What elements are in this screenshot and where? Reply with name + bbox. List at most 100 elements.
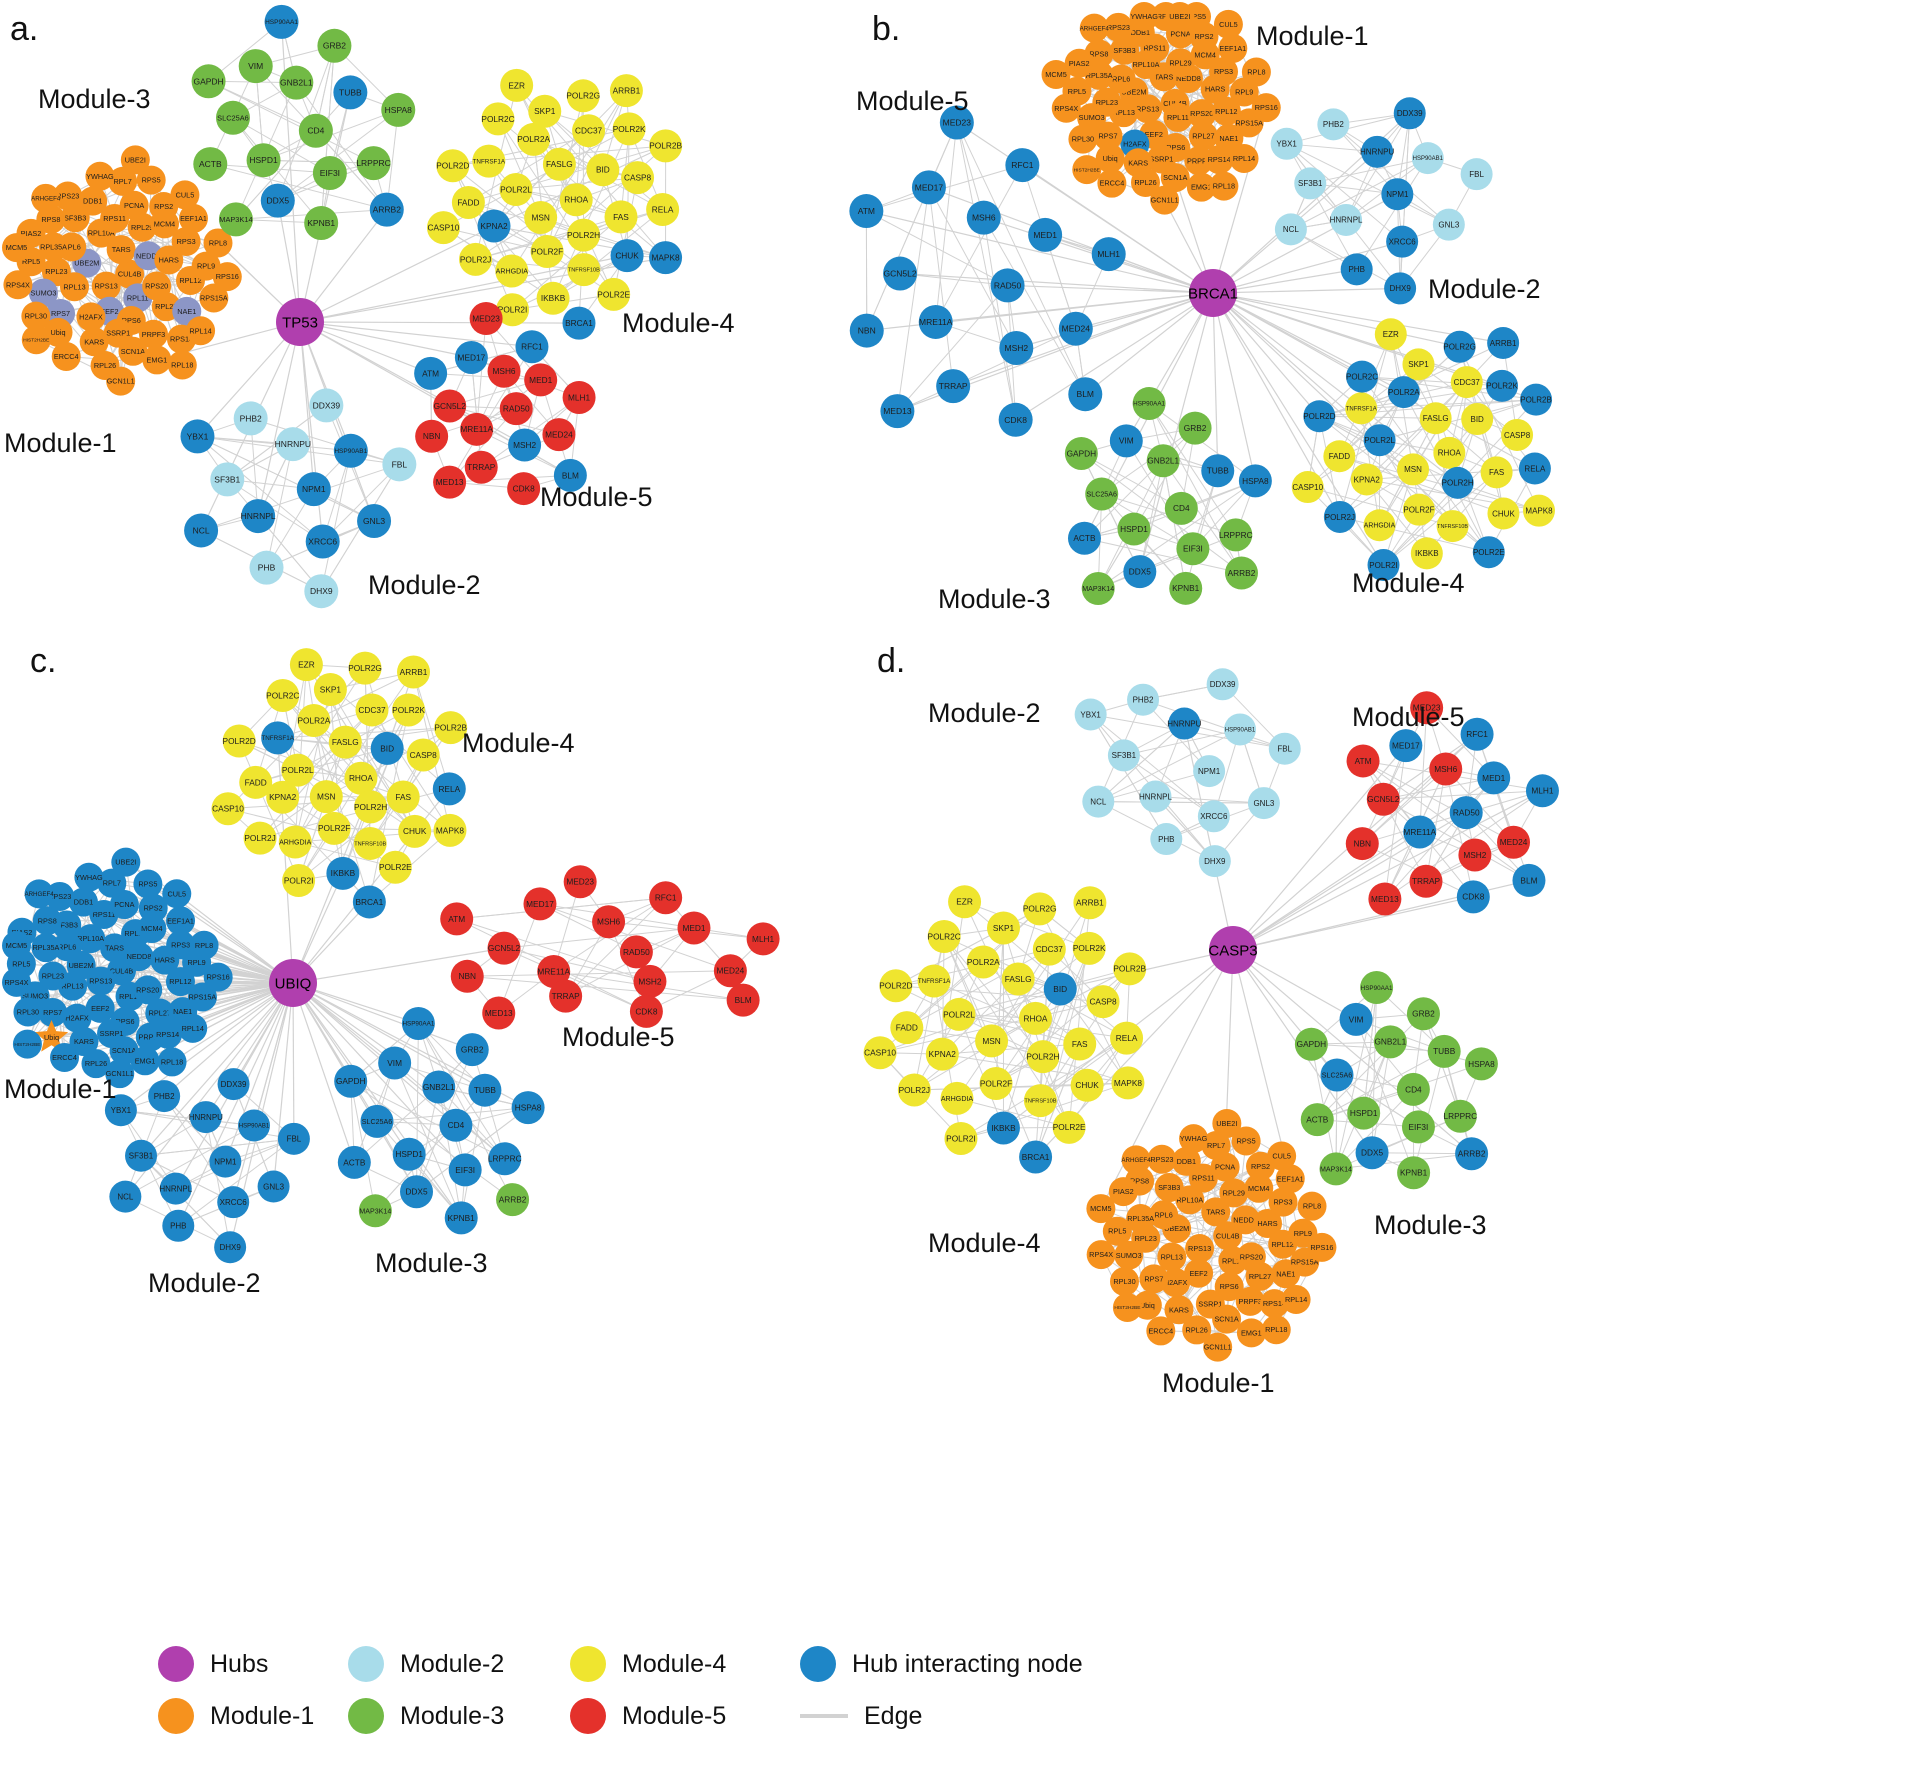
node-ddx5 (1355, 1136, 1389, 1170)
node-polr2f (979, 1067, 1013, 1101)
node-mapk8 (433, 813, 467, 847)
node-med17 (1389, 729, 1423, 763)
node-ercc4 (50, 1042, 80, 1072)
node-gcn1l1 (106, 366, 136, 396)
node-msh2 (1458, 838, 1492, 872)
node-mapk8 (1111, 1066, 1145, 1100)
node-polr2i (944, 1121, 978, 1155)
node-dhx9 (304, 574, 339, 609)
node-prpf3 (138, 319, 168, 349)
node-cd4 (1164, 491, 1198, 525)
node-eef2 (85, 993, 115, 1023)
node-hnrnpu (1168, 707, 1201, 740)
node-actb (1067, 521, 1101, 555)
node-arhgdia (1363, 509, 1396, 542)
node-hnrnpu (189, 1101, 222, 1134)
module-label: Module-1 (4, 1074, 117, 1104)
node-nbn (415, 419, 449, 453)
node-phb2 (233, 401, 268, 436)
node-rpl7 (1201, 1131, 1231, 1161)
node-rps16 (203, 962, 233, 992)
node-msn (975, 1024, 1009, 1058)
node-dhx9 (1384, 272, 1417, 305)
node-med17 (523, 887, 557, 921)
node-hspa8 (381, 92, 416, 127)
node-polr2k (1486, 369, 1519, 402)
node-polr2k (392, 693, 426, 727)
node-phb2 (1127, 683, 1160, 716)
node-rpl26 (1182, 1315, 1212, 1345)
node-h2afx (76, 302, 106, 332)
node-casp8 (1086, 985, 1120, 1019)
node-med1 (524, 363, 558, 397)
node-rps4x (1051, 93, 1081, 123)
node-eif3i (312, 156, 347, 191)
node-med17 (911, 170, 946, 205)
node-hnrnpl (1139, 780, 1172, 813)
legend: Hubs Module-2 Module-4 Hub interacting node… (158, 1646, 1210, 1734)
node-cdk8 (629, 994, 663, 1028)
node-mcm5 (1041, 59, 1071, 89)
node-polr2b (649, 129, 683, 163)
module2-color-dot (348, 1646, 384, 1682)
node-slc25a6 (215, 100, 250, 135)
node-ywhag (74, 862, 104, 892)
node-actb (1300, 1103, 1334, 1137)
node-ncl (184, 513, 219, 548)
node-phb2 (1317, 108, 1350, 141)
node-lrpprc (488, 1142, 522, 1176)
node-gnb2l1 (1146, 444, 1180, 478)
node-cd4 (298, 113, 333, 148)
node-rps5 (133, 869, 163, 899)
node-xrcc6 (1197, 800, 1230, 833)
panel-letter-c: c. (30, 642, 56, 680)
legend-item-hub-interacting-node: Hub interacting node (800, 1646, 1210, 1682)
node-atm (1346, 744, 1380, 778)
legend-label: Module-1 (210, 1701, 315, 1730)
node-rpl35a (39, 232, 69, 262)
node-eef1a1 (1218, 33, 1248, 63)
node-gcn1l1 (105, 1059, 135, 1089)
node-rpl6 (1149, 1200, 1179, 1230)
node-polr2b (1113, 952, 1147, 986)
node-rpl8 (1241, 57, 1271, 87)
node-med23 (469, 302, 503, 336)
node-actb (193, 147, 228, 182)
node-eif3i (448, 1153, 482, 1187)
node-hnrnpu (275, 427, 310, 462)
node-rpl14 (1229, 144, 1259, 174)
node-fas (1480, 456, 1513, 489)
node-med24 (1497, 825, 1531, 859)
node-phb (1340, 253, 1373, 286)
node-hist2h2be (1072, 155, 1102, 185)
node-kars (1164, 1295, 1194, 1325)
panel-b-nodes: CUL4BRPS13TARSRPL11UBE2MNEDD8EEF2RPL10AR… (849, 2, 1555, 606)
node-rps3 (171, 226, 201, 256)
node-ubiq (34, 1020, 69, 1052)
node-pias2 (1108, 1177, 1138, 1207)
node-eif3i (1176, 532, 1210, 566)
node-rhoa (559, 183, 593, 217)
node-polr2a (517, 122, 551, 156)
node-polr2f (317, 811, 351, 845)
node-npm1 (1193, 755, 1226, 788)
node-msh6 (1429, 752, 1463, 786)
node-arrb2 (496, 1183, 530, 1217)
node-rpl30 (13, 997, 43, 1027)
node-casp8 (621, 161, 655, 195)
node-med17 (454, 341, 488, 375)
node-rpl12 (165, 967, 195, 997)
node-casp10 (1291, 471, 1324, 504)
node-skp1 (313, 673, 347, 707)
node-ezr (289, 648, 323, 682)
node-cul4b (115, 259, 145, 289)
node-cdc37 (355, 693, 389, 727)
module-label: Module-3 (38, 84, 151, 114)
node-polr2d (879, 969, 913, 1003)
node-rela (1110, 1021, 1144, 1055)
node-rpl18 (1261, 1315, 1291, 1345)
node-polr2k (1072, 931, 1106, 965)
node-ezr (948, 885, 982, 919)
node-polr2c (481, 102, 515, 136)
node-rps5 (136, 165, 166, 195)
